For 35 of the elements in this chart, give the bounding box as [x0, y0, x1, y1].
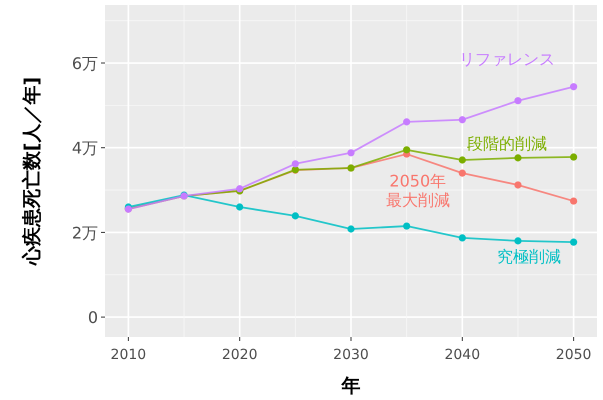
y-tick-label: 4万 — [72, 138, 98, 158]
series-label: 究極削減 — [497, 247, 562, 266]
point — [236, 203, 244, 211]
point — [347, 149, 355, 156]
series-label: リファレンス — [458, 50, 555, 69]
point — [514, 154, 522, 162]
point — [570, 238, 578, 246]
y-tick-label: 6万 — [72, 54, 98, 74]
x-tick-label: 2050 — [556, 347, 592, 363]
series-label: 2050年最大削減 — [386, 171, 450, 210]
point — [292, 212, 299, 220]
x-axis-title: 年 — [340, 375, 360, 397]
y-tick-label: 0 — [88, 308, 98, 328]
x-tick-label: 2030 — [333, 347, 369, 363]
point — [570, 197, 578, 205]
x-tick-label: 2010 — [110, 347, 146, 363]
point — [570, 83, 578, 90]
series-label: 段階的削減 — [466, 134, 547, 154]
y-axis-title: 心疾患死亡数[人／年] — [21, 76, 43, 266]
point — [403, 118, 410, 126]
point — [458, 116, 466, 124]
point — [403, 146, 410, 154]
point — [514, 97, 522, 104]
point — [458, 156, 466, 164]
point — [292, 160, 299, 168]
x-tick-label: 2020 — [222, 347, 258, 363]
point — [458, 170, 466, 177]
point — [347, 225, 355, 233]
point — [514, 237, 522, 244]
point — [570, 153, 578, 161]
point — [514, 181, 522, 189]
x-tick-label: 2040 — [444, 347, 480, 363]
y-tick-label: 2万 — [72, 223, 98, 242]
point — [403, 222, 410, 230]
point — [458, 234, 466, 242]
